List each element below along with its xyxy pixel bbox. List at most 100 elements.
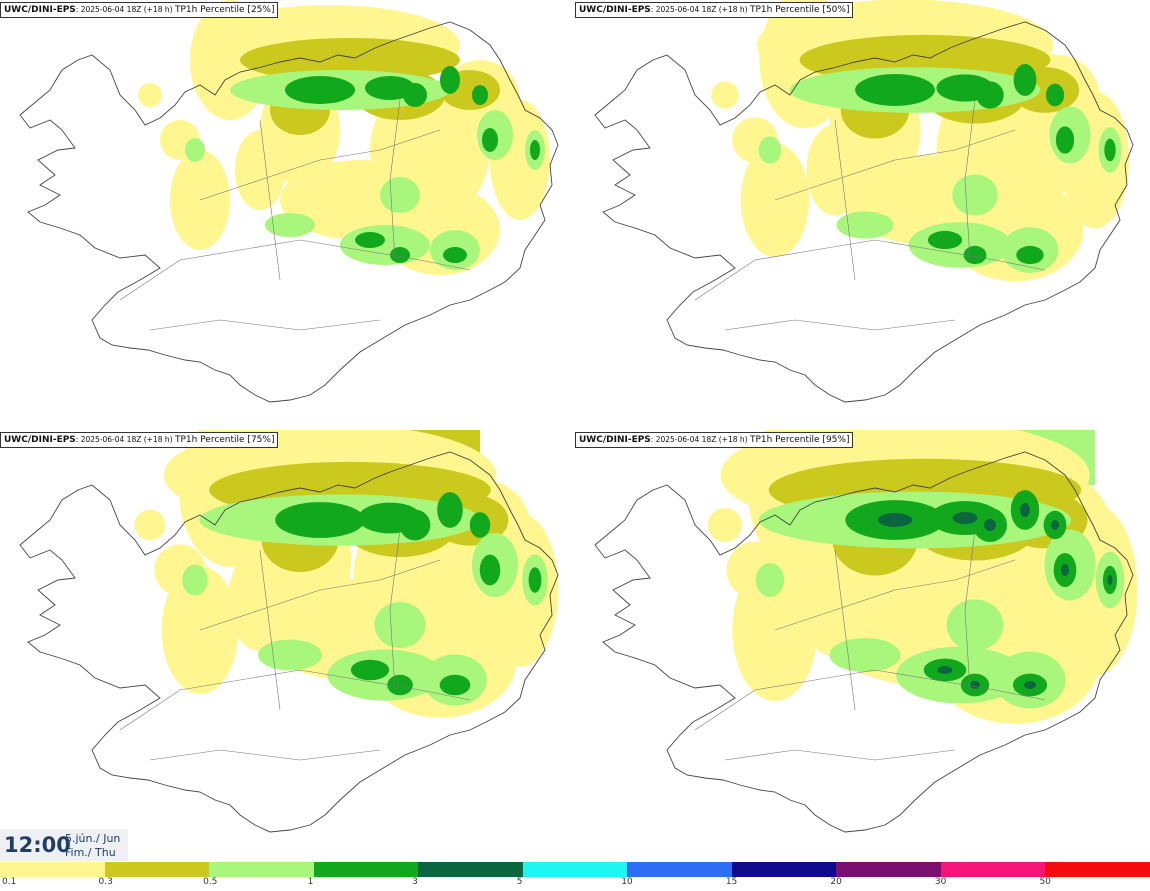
colorbar-segment [0, 862, 105, 877]
panel-title: UWC/DINI-EPS: 2025-06-04 18Z (+18 h) TP1… [575, 432, 854, 448]
precip-area-light [182, 564, 208, 596]
colorbar-segment [209, 862, 314, 877]
precip-area-green [439, 674, 471, 696]
colorbar-segment [522, 862, 628, 877]
precip-area-light [755, 562, 785, 598]
road-network [119, 99, 471, 331]
colorbar-tick-label: 1 [307, 877, 314, 887]
precip-area-green [952, 512, 978, 524]
road-network [119, 529, 471, 761]
panel-title: UWC/DINI-EPS: 2025-06-04 18Z (+18 h) TP1… [575, 2, 854, 18]
precip-area-light [829, 637, 901, 673]
precip-area-green [530, 140, 540, 160]
run-info: : 2025-06-04 18Z (+18 h) [75, 5, 175, 14]
precip-area-yellow [235, 130, 285, 210]
model-name: UWC/DINI-EPS [4, 5, 76, 15]
colorbar-segment [1045, 862, 1150, 877]
precip-area-green [976, 81, 1004, 109]
percentile-panel-2: UWC/DINI-EPS: 2025-06-04 18Z (+18 h) TP1… [575, 0, 1150, 430]
precip-area-yellow [138, 83, 162, 107]
precip-area-yellow [707, 507, 743, 543]
precip-area-green [443, 247, 467, 263]
coastline [19, 451, 559, 833]
precip-area-green [365, 76, 415, 100]
parameter-label: TP1h Percentile [25%] [174, 5, 275, 15]
colorbar-tick-label: 0.3 [98, 877, 113, 887]
precip-area-green [479, 554, 501, 586]
colorbar-tick-label: 3 [412, 877, 418, 887]
colorbar-segment [731, 862, 837, 877]
precip-area-green [1016, 245, 1044, 265]
model-name: UWC/DINI-EPS [579, 435, 651, 445]
colorbar-segment [627, 862, 732, 877]
valid-date: 5.jún./ Jun [65, 832, 121, 845]
precip-area-green [285, 76, 355, 104]
precip-area-light [258, 639, 322, 671]
precip-area-light [908, 222, 1012, 268]
precip-area-green [403, 83, 427, 107]
parameter-label: TP1h Percentile [50%] [749, 5, 850, 15]
run-info: : 2025-06-04 18Z (+18 h) [75, 435, 175, 444]
precip-area-green [963, 245, 987, 265]
precip-area-green [927, 230, 963, 250]
precip-map [594, 0, 1134, 403]
precip-area-green [350, 659, 390, 681]
precip-area-light [952, 174, 998, 216]
precip-area-green [1020, 503, 1030, 517]
precip-area-green [440, 66, 460, 94]
precip-area-green [1055, 126, 1075, 154]
model-name: UWC/DINI-EPS [579, 5, 651, 15]
precip-area-green [275, 502, 365, 538]
precip-area-yellow [711, 81, 739, 109]
precip-area-light [185, 138, 205, 162]
precip-area-green [1051, 520, 1059, 530]
percentile-panel-4: UWC/DINI-EPS: 2025-06-04 18Z (+18 h) TP1… [575, 430, 1150, 860]
percentile-panel-3: UWC/DINI-EPS: 2025-06-04 18Z (+18 h) TP1… [0, 430, 575, 860]
precip-area-green [1045, 83, 1065, 107]
precip-map [19, 430, 559, 833]
precip-area-green [399, 509, 431, 541]
panel-title: UWC/DINI-EPS: 2025-06-04 18Z (+18 h) TP1… [0, 2, 279, 18]
precip-area-green [437, 492, 463, 528]
precip-area-green [984, 519, 996, 531]
precip-area-yellow [228, 548, 292, 652]
precip-area-green [1104, 138, 1116, 162]
colorbar-tick-label: 10 [621, 877, 633, 887]
model-name: UWC/DINI-EPS [4, 435, 76, 445]
colorbar-segment [104, 862, 210, 877]
percentile-panel-1: UWC/DINI-EPS: 2025-06-04 18Z (+18 h) TP1… [0, 0, 575, 430]
colorbar-tick-label: 0.5 [203, 877, 218, 887]
precip-map [19, 0, 559, 403]
precip-area-yellow [134, 509, 166, 541]
road-network [694, 99, 1046, 331]
run-info: : 2025-06-04 18Z (+18 h) [650, 5, 750, 14]
precip-area-green [469, 512, 491, 538]
parameter-label: TP1h Percentile [95%] [749, 435, 850, 445]
road-network [694, 529, 1046, 761]
colorbar-segment [836, 862, 941, 877]
precip-area-green [970, 681, 980, 689]
precip-area-green [528, 567, 542, 593]
precip-area-green [1013, 64, 1037, 96]
precip-area-yellow [799, 543, 871, 657]
panel-title: UWC/DINI-EPS: 2025-06-04 18Z (+18 h) TP1… [0, 432, 279, 448]
precip-map [594, 430, 1138, 833]
colorbar-tick-label: 5 [516, 877, 523, 887]
colorbar-tick-label: 20 [830, 877, 842, 887]
precip-area-green [390, 247, 410, 263]
precip-area-light [374, 601, 426, 649]
precip-area-light [380, 177, 420, 213]
valid-time-box: 12:00 5.jún./ Jun Fim./ Thu [0, 829, 128, 861]
precip-area-green [1107, 575, 1113, 585]
precip-area-light [836, 211, 894, 239]
parameter-label: TP1h Percentile [75%] [174, 435, 275, 445]
precip-area-yellow [806, 124, 864, 216]
precip-area-green [1061, 564, 1069, 576]
precip-area-green [482, 128, 498, 152]
precip-area-light [265, 213, 315, 237]
colorbar-segment [418, 862, 523, 877]
precip-area-light [340, 225, 430, 265]
precip-colorbar [0, 862, 1150, 877]
colorbar-tick-label: 50 [1039, 877, 1051, 887]
precip-area-light [946, 599, 1004, 651]
